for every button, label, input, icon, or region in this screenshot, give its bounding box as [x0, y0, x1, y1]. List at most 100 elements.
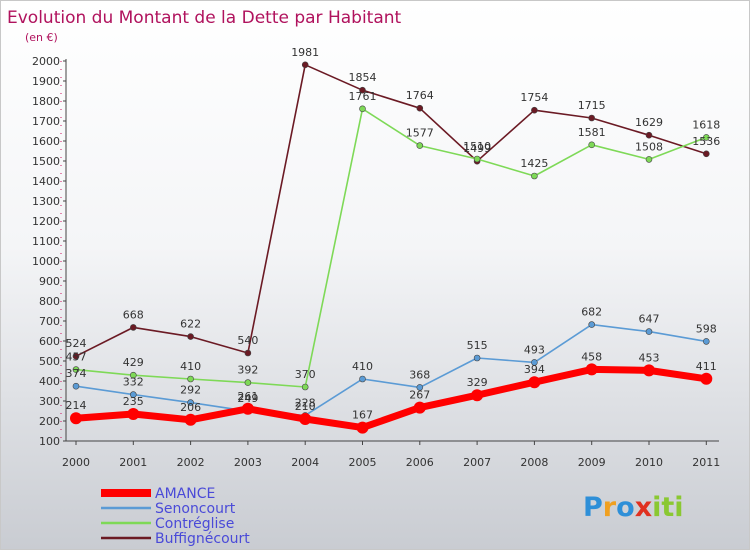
series-point — [359, 105, 366, 113]
data-label: 374 — [66, 367, 87, 380]
series-point — [702, 134, 710, 141]
series-point — [528, 376, 541, 389]
series-point — [645, 156, 653, 163]
data-label: 332 — [123, 376, 144, 389]
series-point — [702, 150, 710, 158]
data-label: 167 — [352, 409, 373, 422]
series-line-amance — [72, 365, 710, 432]
brand-letter: o — [616, 492, 635, 523]
series-point — [416, 104, 424, 112]
series-point — [643, 364, 655, 377]
x-tick-label: 2011 — [692, 456, 720, 469]
data-label: 370 — [295, 368, 316, 381]
series-point — [471, 389, 484, 402]
data-label: 411 — [696, 360, 717, 373]
data-label: 647 — [639, 313, 660, 326]
data-label: 1510 — [463, 140, 491, 153]
series-point — [244, 349, 252, 357]
y-tick-label: 300 — [39, 395, 60, 408]
brand-letter: x — [635, 492, 652, 523]
series-point — [531, 106, 538, 114]
data-label: 598 — [696, 322, 717, 335]
series-point — [187, 333, 194, 340]
brand-letter: P — [583, 492, 603, 523]
data-label: 682 — [581, 306, 602, 319]
y-tick-label: 1800 — [32, 95, 60, 108]
series-point — [416, 142, 424, 149]
x-tick-label: 2009 — [578, 456, 606, 469]
y-tick-label: 1600 — [32, 135, 60, 148]
data-label: 1536 — [692, 135, 720, 148]
data-label: 453 — [639, 351, 660, 364]
series-layer — [70, 61, 713, 434]
data-label: 1581 — [578, 126, 606, 139]
y-tick-label: 600 — [39, 335, 60, 348]
series-point — [359, 375, 366, 383]
data-label: 210 — [295, 400, 316, 413]
data-label: 1854 — [349, 71, 377, 84]
series-point — [244, 379, 252, 386]
series-point — [301, 383, 309, 391]
data-label: 392 — [237, 364, 258, 377]
series-point — [531, 172, 538, 180]
series-point — [359, 86, 366, 94]
x-tick-label: 2008 — [520, 456, 548, 469]
y-tick-label: 2000 — [32, 55, 60, 68]
data-label: 429 — [123, 356, 144, 369]
x-tick-label: 2002 — [177, 456, 205, 469]
chart-title: Evolution du Montant de la Dette par Hab… — [7, 8, 402, 28]
series-point — [72, 352, 80, 360]
series-point — [72, 366, 80, 373]
data-label: 1425 — [520, 157, 548, 170]
x-tick-label: 2006 — [406, 456, 434, 469]
x-tick-label: 2003 — [234, 456, 262, 469]
brand-letter: i — [674, 492, 683, 523]
series-point — [70, 412, 82, 425]
data-label: 1761 — [349, 90, 377, 103]
y-tick-label: 700 — [39, 315, 60, 328]
series-point — [473, 155, 481, 163]
series-line-buffignécourt — [75, 63, 708, 358]
series-point — [184, 413, 197, 426]
series-point — [416, 384, 424, 391]
data-label: 410 — [352, 360, 373, 373]
y-tick-label: 1700 — [32, 115, 60, 128]
legend-label: Contréglise — [155, 516, 234, 532]
data-label: 1577 — [406, 127, 434, 140]
data-label: 267 — [409, 389, 430, 402]
data-label: 540 — [237, 334, 258, 347]
y-tick-label: 1100 — [32, 235, 60, 248]
x-tick-label: 2010 — [635, 456, 663, 469]
data-label: 1715 — [578, 99, 606, 112]
series-point — [588, 141, 596, 149]
series-point — [473, 354, 481, 362]
series-point — [413, 401, 426, 414]
series-point — [241, 402, 254, 415]
data-label: 214 — [66, 399, 87, 412]
data-label: 524 — [66, 337, 87, 350]
series-point — [588, 114, 596, 122]
x-tick-label: 2004 — [291, 456, 319, 469]
y-tick-label: 100 — [39, 435, 60, 448]
y-tick-label: 1200 — [32, 215, 60, 228]
series-point — [588, 321, 596, 328]
y-tick-label: 500 — [39, 355, 60, 368]
series-point — [585, 363, 598, 376]
y-tick-label: 1000 — [32, 255, 60, 268]
data-label: 1618 — [692, 118, 720, 131]
brand-letter: r — [603, 492, 617, 523]
series-point — [299, 413, 312, 425]
axes: 100 200 300 400 500 600 700 800 900 1000 1100 1200 1… — [32, 55, 720, 469]
series-point — [645, 328, 653, 335]
series-point — [301, 61, 309, 69]
data-label: 261 — [237, 390, 258, 403]
data-label: 249 — [237, 392, 258, 405]
y-tick-label: 400 — [39, 375, 60, 388]
series-point — [130, 391, 137, 398]
x-tick-label: 2005 — [349, 456, 377, 469]
data-label: 1981 — [291, 46, 319, 59]
data-label: 206 — [180, 401, 201, 414]
